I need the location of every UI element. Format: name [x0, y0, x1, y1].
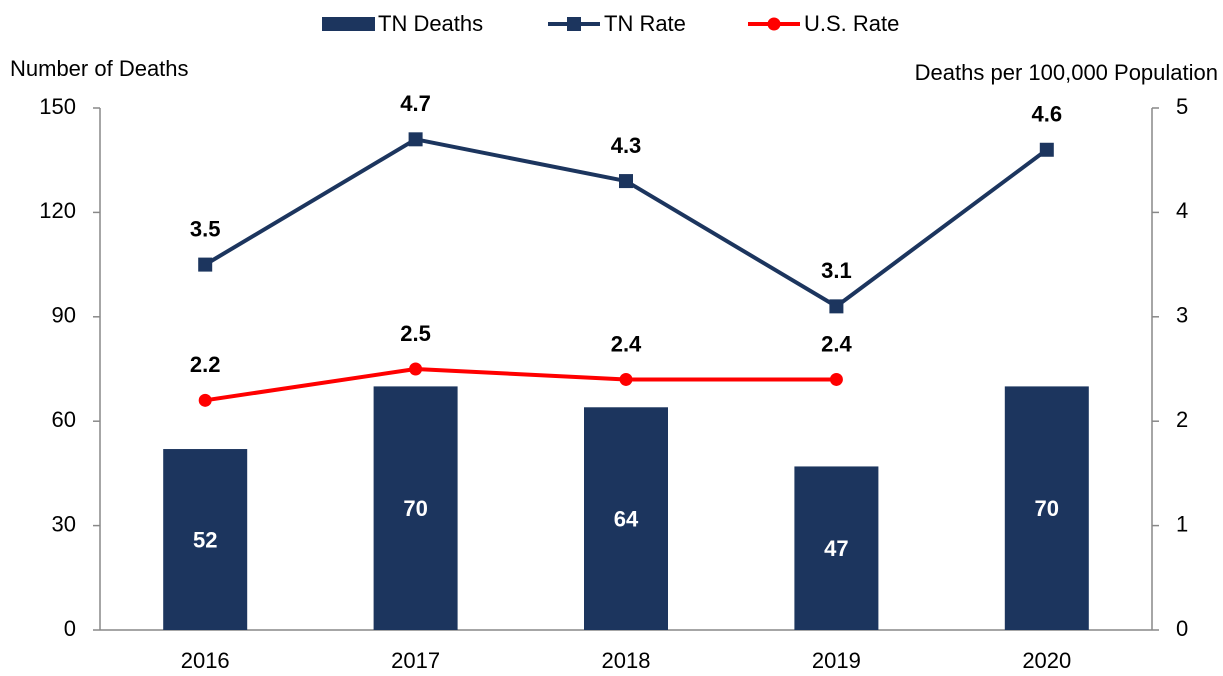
legend-swatch — [322, 17, 375, 31]
y-axis-title: Number of Deaths — [10, 56, 189, 81]
legend-marker — [767, 17, 781, 31]
legend-label: TN Deaths — [378, 11, 483, 36]
bar — [1004, 386, 1089, 630]
y2-tick-label: 4 — [1176, 198, 1188, 223]
y2-tick-label: 3 — [1176, 303, 1188, 328]
bar-label: 52 — [193, 527, 217, 552]
marker — [409, 362, 423, 376]
marker — [829, 299, 844, 314]
line — [204, 137, 1048, 309]
bar — [794, 466, 879, 630]
x-tick-label: 2019 — [812, 648, 861, 673]
y2-axis-title: Deaths per 100,000 Population — [915, 60, 1218, 85]
y-tick-label: 90 — [52, 303, 76, 328]
bar — [373, 386, 458, 630]
x-tick-label: 2020 — [1022, 648, 1071, 673]
bar-label: 64 — [614, 506, 639, 531]
x-tick-label: 2018 — [602, 648, 651, 673]
legend-label: TN Rate — [604, 11, 686, 36]
data-label: 2.5 — [400, 321, 431, 346]
y-tick-label: 60 — [52, 407, 76, 432]
y-tick-label: 30 — [52, 511, 76, 536]
marker — [619, 372, 633, 386]
y2-tick-label: 1 — [1176, 511, 1188, 536]
marker — [619, 174, 633, 189]
y2-tick-label: 0 — [1176, 616, 1188, 641]
legend-label: U.S. Rate — [804, 11, 899, 36]
marker — [829, 372, 843, 386]
x-tick-label: 2017 — [391, 648, 440, 673]
marker — [198, 257, 213, 272]
bar-label: 47 — [824, 536, 848, 561]
data-label: 4.7 — [400, 91, 431, 116]
y2-tick-label: 5 — [1176, 94, 1188, 119]
data-label: 4.3 — [611, 133, 642, 158]
data-label: 3.5 — [190, 216, 221, 241]
bar — [584, 407, 668, 630]
bar — [163, 449, 248, 630]
x-tick-label: 2016 — [181, 648, 230, 673]
y-tick-label: 150 — [39, 94, 76, 119]
data-label: 2.4 — [611, 331, 642, 356]
bar-label: 70 — [403, 496, 427, 521]
line — [204, 367, 837, 403]
data-label: 3.1 — [821, 258, 852, 283]
legend-marker — [567, 17, 581, 31]
data-label: 4.6 — [1032, 102, 1063, 127]
marker — [1039, 142, 1054, 157]
marker — [198, 393, 212, 407]
data-label: 2.2 — [190, 352, 221, 377]
marker — [408, 132, 423, 147]
bar-label: 70 — [1035, 496, 1059, 521]
y-tick-label: 0 — [64, 616, 76, 641]
y2-tick-label: 2 — [1176, 407, 1188, 432]
data-label: 2.4 — [821, 331, 852, 356]
y-tick-label: 120 — [39, 198, 76, 223]
